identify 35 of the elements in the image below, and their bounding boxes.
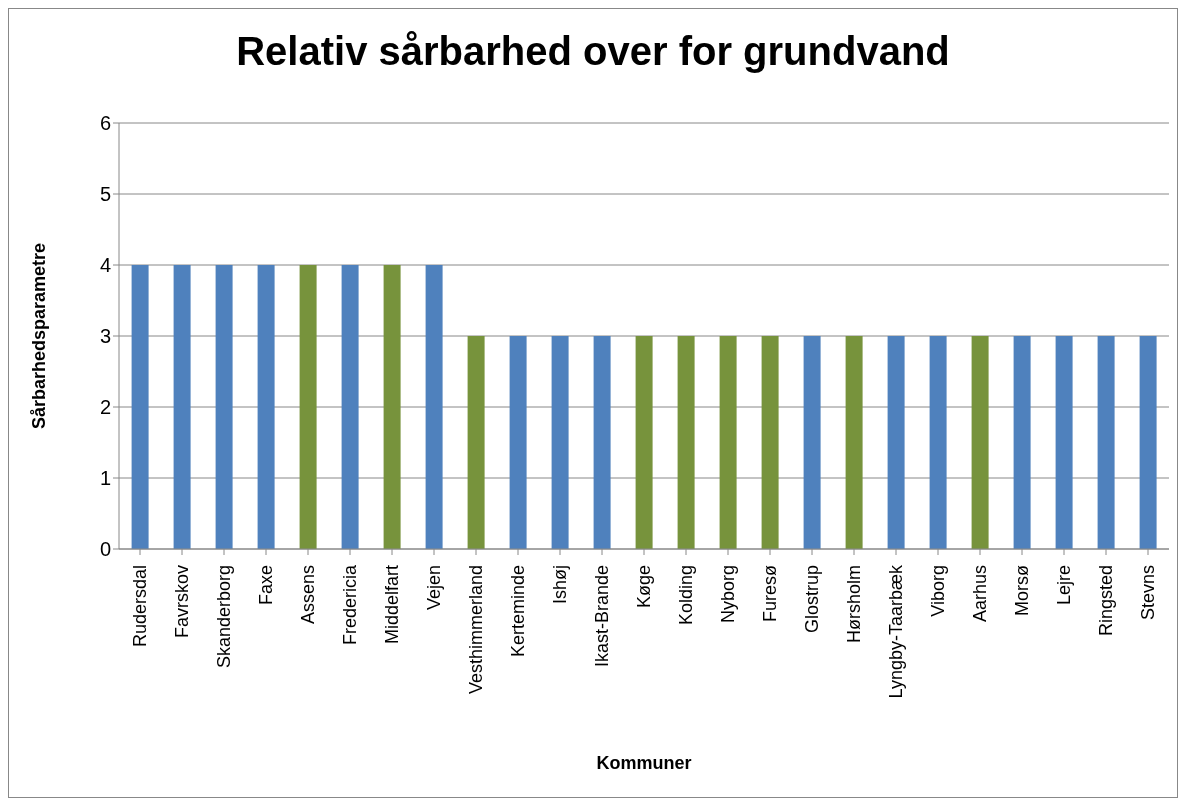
y-tick-label: 2 xyxy=(99,396,111,419)
x-tick-label: Ringsted xyxy=(1096,565,1116,637)
x-tick-label: Skanderborg xyxy=(214,565,234,669)
y-tick-label: 1 xyxy=(99,467,111,490)
x-tick-label: Fredericia xyxy=(340,564,360,646)
x-tick-label: Rudersdal xyxy=(130,565,150,648)
x-tick-label: Ishøj xyxy=(550,565,570,605)
y-tick-label: 6 xyxy=(99,112,111,135)
x-tick-label: Morsø xyxy=(1012,565,1032,616)
x-tick-label: Stevns xyxy=(1138,565,1158,621)
x-tick-label: Furesø xyxy=(760,565,780,623)
x-tick-label: Kerteminde xyxy=(508,565,528,658)
x-tick-label: Aarhus xyxy=(970,565,990,623)
x-tick-label: Lejre xyxy=(1054,565,1074,606)
x-tick-label: Assens xyxy=(298,565,318,625)
x-tick-label: Lyngby-Taarbæk xyxy=(886,564,906,699)
x-tick-label: Faxe xyxy=(256,565,276,606)
y-tick-label: 4 xyxy=(99,254,111,277)
chart-title: Relativ sårbarhed over for grundvand xyxy=(235,28,951,75)
x-tick-label: Nyborg xyxy=(718,565,738,624)
x-tick-label: Kolding xyxy=(676,565,696,626)
x-axis-title: Kommuner xyxy=(596,753,692,773)
x-tick-label: Glostrup xyxy=(802,565,822,634)
x-tick-label: Middelfart xyxy=(382,565,402,645)
x-tick-label: Vejen xyxy=(424,565,444,611)
y-tick-label: 0 xyxy=(99,538,111,561)
x-tick-label: Ikast-Brande xyxy=(592,565,612,668)
y-tick-label: 5 xyxy=(99,183,111,206)
y-axis-title: Sårbarhedsparametre xyxy=(29,242,50,430)
x-tick-label: Køge xyxy=(634,565,654,609)
x-tick-label: Vesthimmerland xyxy=(466,565,486,695)
x-tick-label: Viborg xyxy=(928,565,948,617)
x-tick-label: Favrskov xyxy=(172,565,192,639)
x-tick-label: Hørsholm xyxy=(844,565,864,644)
y-tick-label: 3 xyxy=(99,325,111,348)
